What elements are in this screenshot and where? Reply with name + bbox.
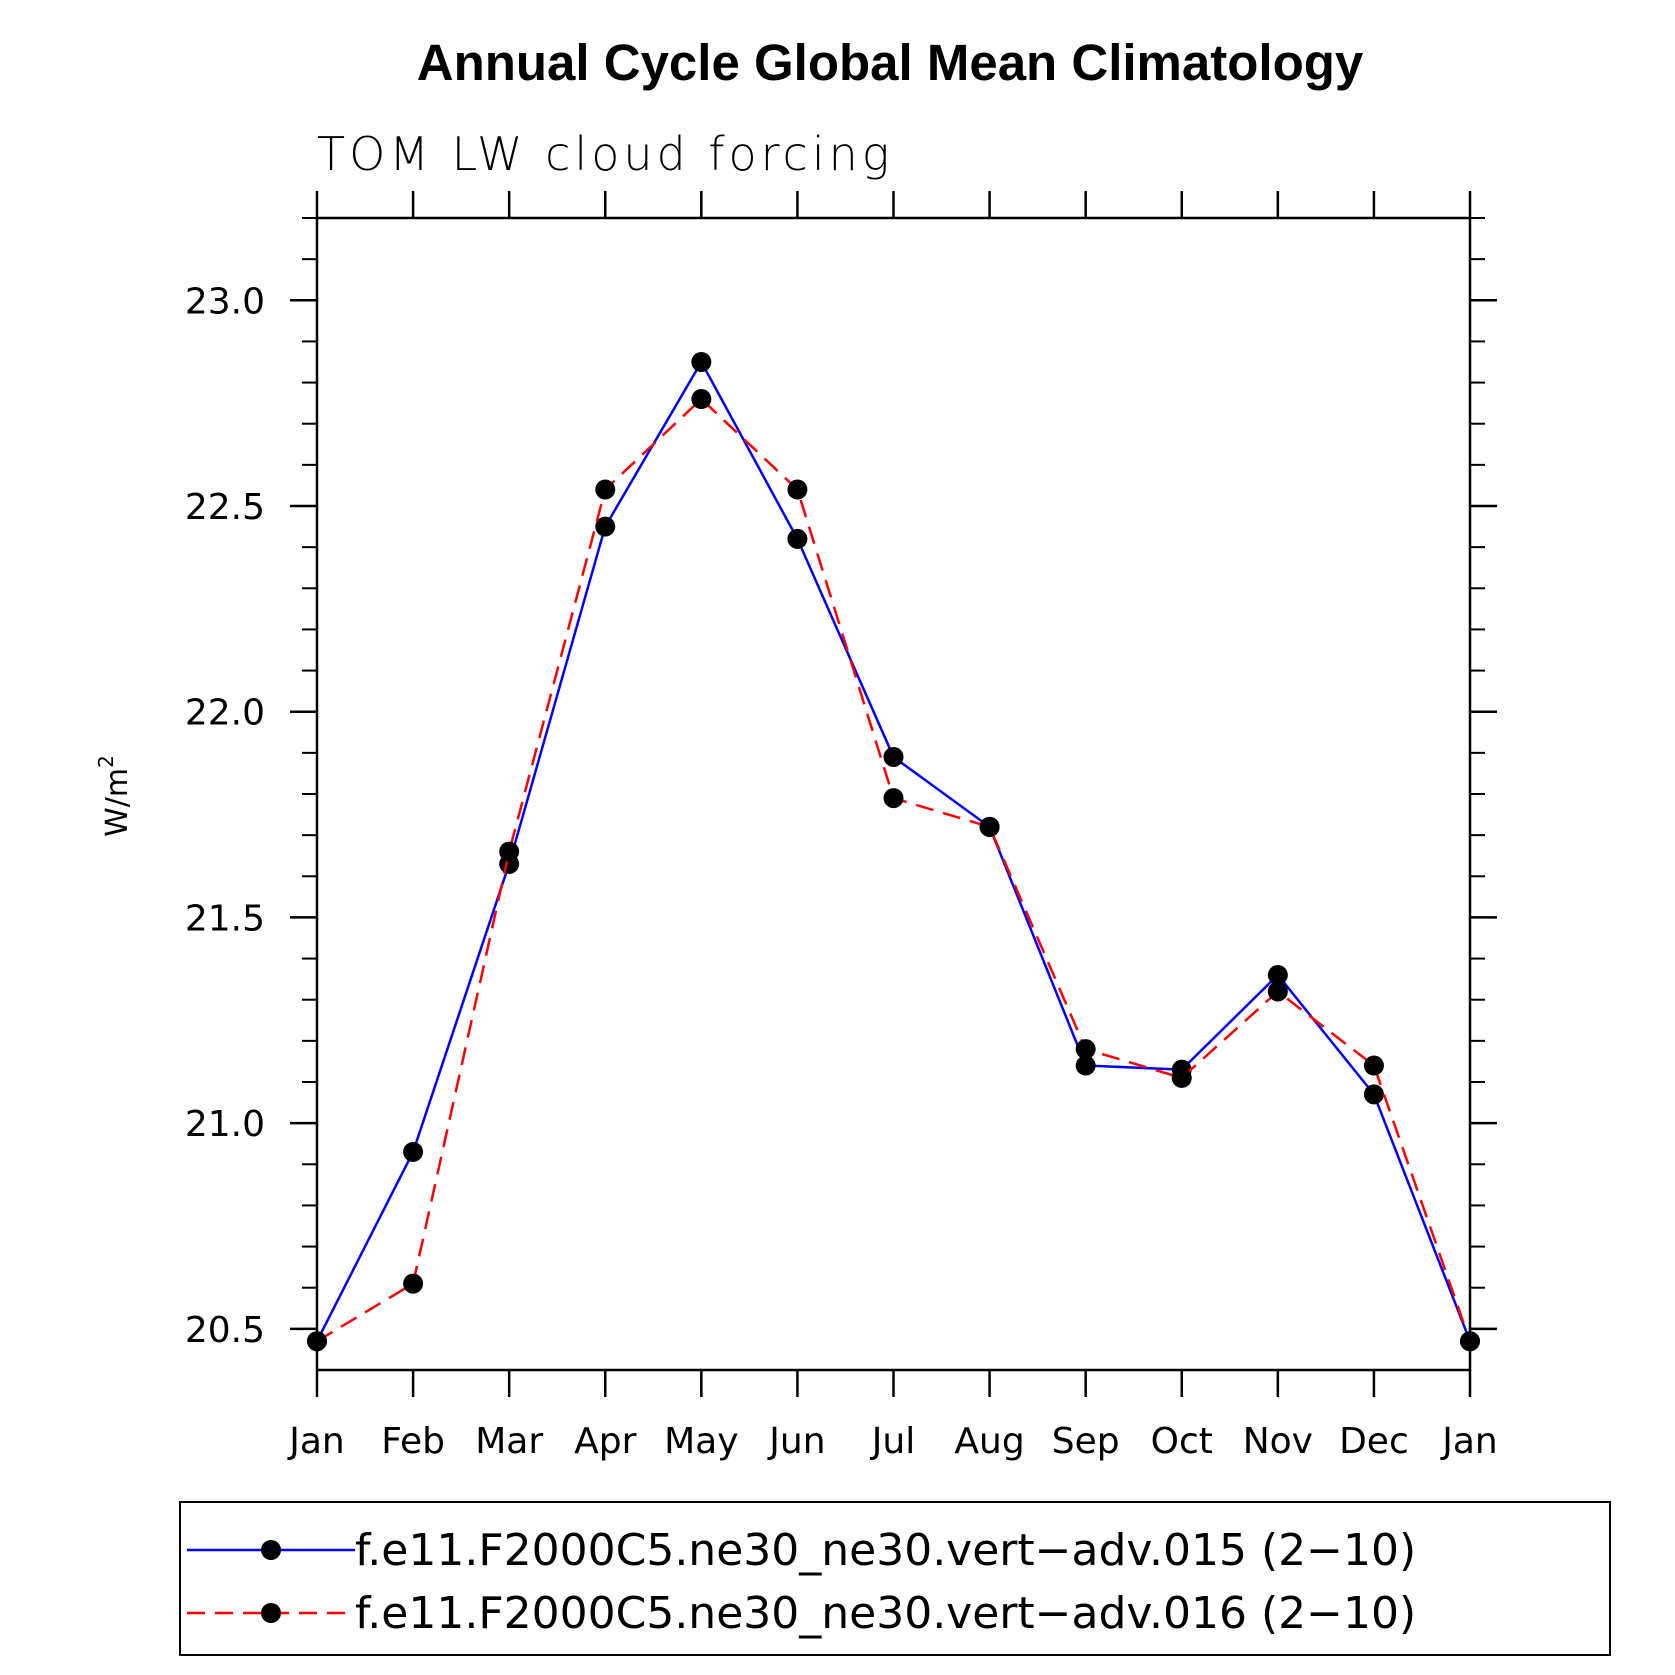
x-tick-label: Feb bbox=[381, 1421, 445, 1462]
chart-title: Annual Cycle Global Mean Climatology bbox=[417, 34, 1364, 91]
x-tick-label: Jun bbox=[767, 1421, 825, 1462]
series-line bbox=[315, 359, 1472, 1342]
x-tick-label: Apr bbox=[574, 1421, 636, 1462]
x-tick-label: Aug bbox=[954, 1421, 1024, 1462]
y-tick-label: 23.0 bbox=[185, 281, 265, 322]
data-point bbox=[1075, 1055, 1096, 1076]
data-point bbox=[691, 352, 712, 372]
legend: f.e11.F2000C5.ne30_ne30.vert−adv.015 (2−… bbox=[179, 1501, 1611, 1656]
y-tick-label: 20.5 bbox=[185, 1310, 265, 1351]
data-point bbox=[307, 1331, 327, 1352]
data-point bbox=[979, 816, 1000, 837]
y-axis-label-superscript: 2 bbox=[94, 755, 118, 768]
chart-subtitle: TOM LW cloud forcing bbox=[317, 127, 893, 181]
data-point bbox=[1363, 1084, 1384, 1105]
x-tick-label: Jan bbox=[287, 1421, 345, 1462]
legend-marker-1 bbox=[261, 1540, 281, 1560]
data-point bbox=[1363, 1055, 1384, 1076]
data-point bbox=[691, 389, 712, 410]
x-tick-label: Nov bbox=[1243, 1421, 1313, 1462]
data-point bbox=[1075, 1039, 1096, 1060]
y-axis-label: W/m2 bbox=[94, 755, 135, 837]
legend-box bbox=[179, 1501, 1611, 1656]
x-tick-label: Oct bbox=[1151, 1421, 1213, 1462]
x-tick-label: Jan bbox=[1440, 1421, 1498, 1462]
series-line bbox=[316, 397, 1472, 1343]
data-point bbox=[595, 516, 616, 537]
data-point bbox=[883, 788, 904, 809]
legend-marker-2 bbox=[261, 1603, 281, 1623]
series-2 bbox=[307, 389, 1480, 1352]
y-tick-label: 22.0 bbox=[185, 693, 265, 734]
data-point bbox=[1460, 1331, 1480, 1352]
data-point bbox=[1267, 965, 1288, 986]
series-layer bbox=[307, 352, 1480, 1352]
data-point bbox=[403, 1141, 424, 1162]
data-point bbox=[787, 528, 808, 549]
series-1 bbox=[307, 352, 1480, 1352]
x-tick-label: May bbox=[664, 1421, 738, 1462]
x-tick-label: Sep bbox=[1052, 1421, 1120, 1462]
legend-label-1: f.e11.F2000C5.ne30_ne30.vert−adv.015 (2−… bbox=[355, 1525, 1416, 1576]
y-axis-label-text: W/m bbox=[100, 768, 135, 837]
data-point bbox=[883, 746, 904, 767]
x-tick-label: Jul bbox=[870, 1421, 915, 1462]
data-point bbox=[1267, 981, 1288, 1002]
data-point bbox=[403, 1273, 424, 1294]
y-tick-label: 21.0 bbox=[185, 1104, 265, 1145]
data-point bbox=[787, 479, 808, 500]
axes: Jan Feb Mar Apr May Jun Jul Aug Sep Oct Nov Dec Jan 2… bbox=[185, 191, 1498, 1462]
x-tick-label: Dec bbox=[1339, 1421, 1409, 1462]
y-tick-label: 22.5 bbox=[185, 487, 265, 528]
data-point bbox=[1171, 1067, 1192, 1088]
legend-label-2: f.e11.F2000C5.ne30_ne30.vert−adv.016 (2−… bbox=[355, 1588, 1416, 1639]
x-tick-label: Mar bbox=[475, 1421, 543, 1462]
data-point bbox=[595, 479, 616, 500]
data-point bbox=[499, 841, 520, 862]
svg-text:W/m2: W/m2 bbox=[94, 755, 135, 837]
y-tick-label: 21.5 bbox=[185, 898, 265, 939]
